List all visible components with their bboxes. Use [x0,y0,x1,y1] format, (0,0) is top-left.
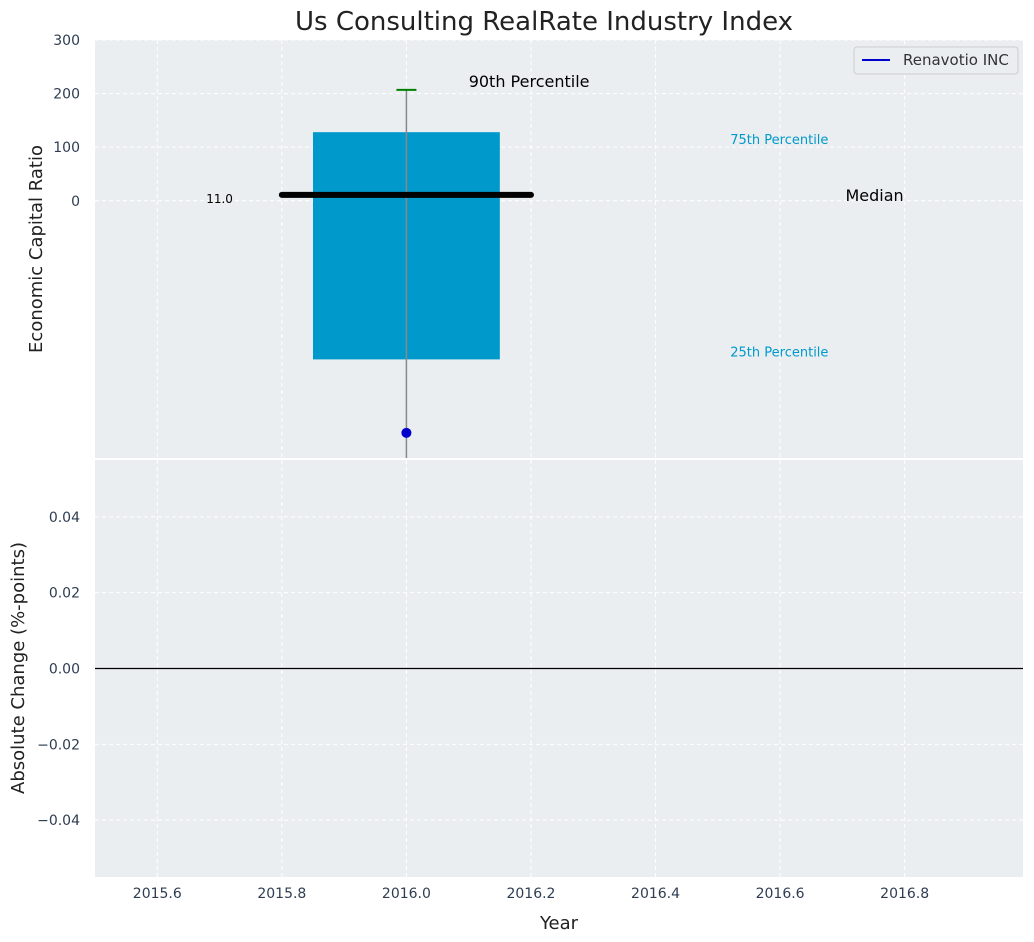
bottom-y-axis-label: Absolute Change (%-points) [8,542,29,794]
bottom-y-tick-label: 0.02 [49,586,80,602]
bottom-y-tick-label: 0.04 [49,510,80,526]
x-ticks: 2015.6 2015.8 2016.0 2016.2 2016.4 2016.6 2016… [133,886,929,902]
x-tick-label: 2015.8 [257,886,306,902]
top-y-axis-label: Economic Capital Ratio [26,145,47,353]
top-y-tick-label: 200 [53,87,80,103]
top-y-tick-label: 300 [53,33,80,49]
median-value-label: 11.0 [206,192,233,206]
top-y-tick-label: 0 [71,194,80,210]
top-y-ticks: 0 100 200 300 [53,33,80,210]
x-tick-label: 2015.6 [133,886,182,902]
annotation-75th-percentile: 75th Percentile [730,133,828,148]
chart-title: Us Consulting RealRate Industry Index [295,7,793,37]
x-tick-label: 2016.8 [880,886,929,902]
legend-box [853,46,1019,75]
bottom-y-tick-label: 0.00 [49,662,80,678]
legend: Renavotio INC [853,46,1019,75]
x-axis-label: Year [539,913,579,934]
legend-label-renavotio: Renavotio INC [903,51,1009,69]
x-tick-label: 2016.2 [506,886,555,902]
annotation-90th-percentile: 90th Percentile [469,72,590,91]
x-tick-label: 2016.6 [756,886,805,902]
top-grid [95,39,1023,458]
x-tick-label: 2016.0 [382,886,431,902]
top-plot-area [95,40,1023,458]
top-y-tick-label: 100 [53,140,80,156]
bottom-y-tick-label: −0.02 [37,737,80,753]
x-tick-label: 2016.4 [631,886,680,902]
company-point-renavotio [401,427,412,438]
bottom-y-tick-label: −0.04 [37,813,80,829]
annotation-25th-percentile: 25th Percentile [730,345,828,360]
annotation-median: Median [845,186,903,205]
bottom-y-ticks: −0.04 −0.02 0.00 0.02 0.04 [37,510,80,829]
